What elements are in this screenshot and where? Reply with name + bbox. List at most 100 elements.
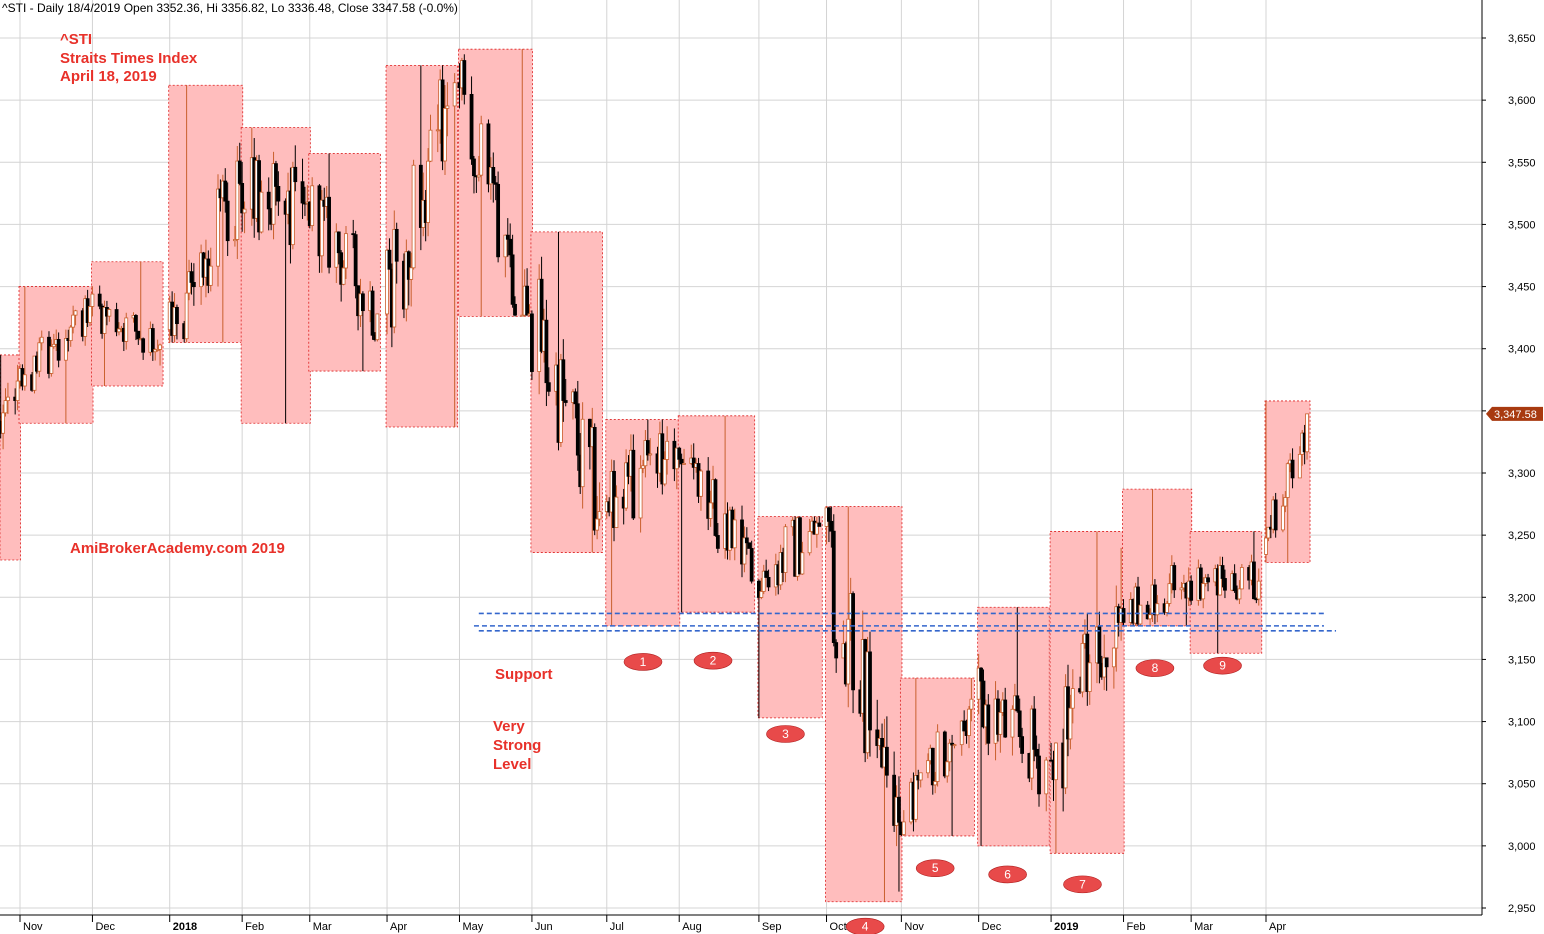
candle-body: [814, 522, 819, 535]
candle-body: [1256, 580, 1261, 600]
candle-body: [39, 336, 44, 344]
candle-body: [445, 105, 450, 109]
candle-body: [392, 228, 397, 328]
x-tick-label: Mar: [313, 921, 332, 933]
candle-body: [443, 107, 447, 162]
candle-body: [1121, 608, 1126, 623]
candle-body: [293, 166, 298, 183]
candle-body: [1080, 643, 1085, 693]
marker-badge: [693, 651, 733, 670]
candle-body: [242, 208, 247, 214]
candle-body: [411, 164, 416, 269]
candle-body: [88, 306, 92, 323]
candle-body: [950, 742, 954, 746]
candle-body: [1165, 603, 1169, 613]
x-tick-label: 2019: [1054, 921, 1078, 933]
candle-body: [191, 282, 196, 288]
x-tick-label: Aug: [682, 921, 702, 933]
level-annotation: Level: [493, 756, 531, 773]
candle-body: [933, 781, 938, 786]
candle-body: [513, 303, 517, 316]
marker-badge: [988, 865, 1027, 884]
candle-body: [51, 343, 56, 348]
candle-body: [1114, 606, 1119, 649]
candle-body: [624, 462, 628, 509]
marker-9: 9: [1203, 656, 1242, 675]
candle-body: [1201, 583, 1206, 600]
candle-body: [1111, 647, 1116, 668]
candle-body: [798, 517, 802, 575]
candle-body: [641, 465, 645, 469]
monthly-range-boxes: [0, 48, 1311, 903]
support-annotation: Support: [495, 666, 553, 683]
candle-body: [976, 667, 981, 700]
marker-badge: [845, 917, 885, 934]
candle-body: [967, 708, 971, 736]
x-tick-label: Oct: [830, 921, 847, 933]
candle-body: [1034, 748, 1039, 757]
candle-body: [1155, 603, 1160, 616]
candle-body: [344, 233, 348, 269]
candle-body: [1297, 453, 1302, 479]
x-tick-label: Nov: [23, 921, 43, 933]
candle-body: [235, 160, 240, 240]
candle-body: [631, 449, 636, 519]
candle-body: [32, 355, 37, 391]
y-tick-label: 2,950: [1508, 903, 1536, 915]
candle-body: [394, 228, 399, 262]
candle-body: [496, 183, 501, 258]
candle-body: [1273, 499, 1278, 531]
candle-body: [479, 123, 484, 176]
marker-label: 2: [710, 654, 717, 668]
candle-body: [1189, 580, 1194, 601]
candle-body: [259, 191, 264, 233]
candle-body: [1148, 614, 1152, 620]
candle-body: [800, 552, 805, 575]
candle-body: [134, 315, 138, 332]
x-tick-label: Apr: [390, 921, 407, 933]
candle-body: [807, 531, 812, 554]
candle-body: [370, 290, 375, 336]
marker-label: 8: [1152, 661, 1159, 675]
candle-body: [1167, 583, 1172, 604]
x-tick-label: May: [462, 921, 483, 933]
x-tick-label: Mar: [1194, 921, 1213, 933]
candle-body: [310, 185, 315, 226]
x-tick-label: Sep: [762, 921, 782, 933]
candle-body: [930, 747, 935, 786]
candle-body: [546, 382, 551, 392]
candle-body: [336, 231, 341, 254]
candle-body: [1264, 537, 1268, 555]
candle-body: [6, 396, 10, 402]
candle-body: [1044, 759, 1049, 795]
month-range-box: [757, 516, 823, 719]
candle-body: [375, 313, 380, 341]
candle-body: [884, 746, 889, 776]
candle-body: [561, 359, 566, 401]
candle-body: [274, 163, 278, 187]
marker-2: 2: [693, 651, 733, 670]
candle-body: [435, 129, 440, 132]
marker-badge: [1203, 656, 1242, 675]
candle-body: [510, 254, 515, 305]
candle-body: [486, 123, 491, 185]
candle-body: [1037, 755, 1041, 795]
x-tick-label: Jun: [535, 921, 553, 933]
candle-body: [592, 427, 597, 531]
candle-body: [1305, 413, 1309, 453]
candle-body: [3, 400, 8, 414]
candle-body: [831, 530, 836, 643]
last-price-tag-bg: [1486, 406, 1543, 421]
candle-body: [1206, 577, 1210, 583]
candle-body: [747, 542, 752, 549]
candle-body: [1283, 497, 1288, 507]
candle-body: [189, 271, 194, 283]
candle-body: [493, 182, 498, 185]
candle-body: [846, 618, 851, 685]
y-tick-label: 3,550: [1508, 157, 1536, 169]
y-tick-label: 3,600: [1508, 95, 1536, 107]
y-tick-label: 3,450: [1508, 282, 1536, 294]
candle-body: [49, 346, 54, 374]
candle-body: [491, 167, 496, 184]
candle-body: [1097, 626, 1102, 664]
